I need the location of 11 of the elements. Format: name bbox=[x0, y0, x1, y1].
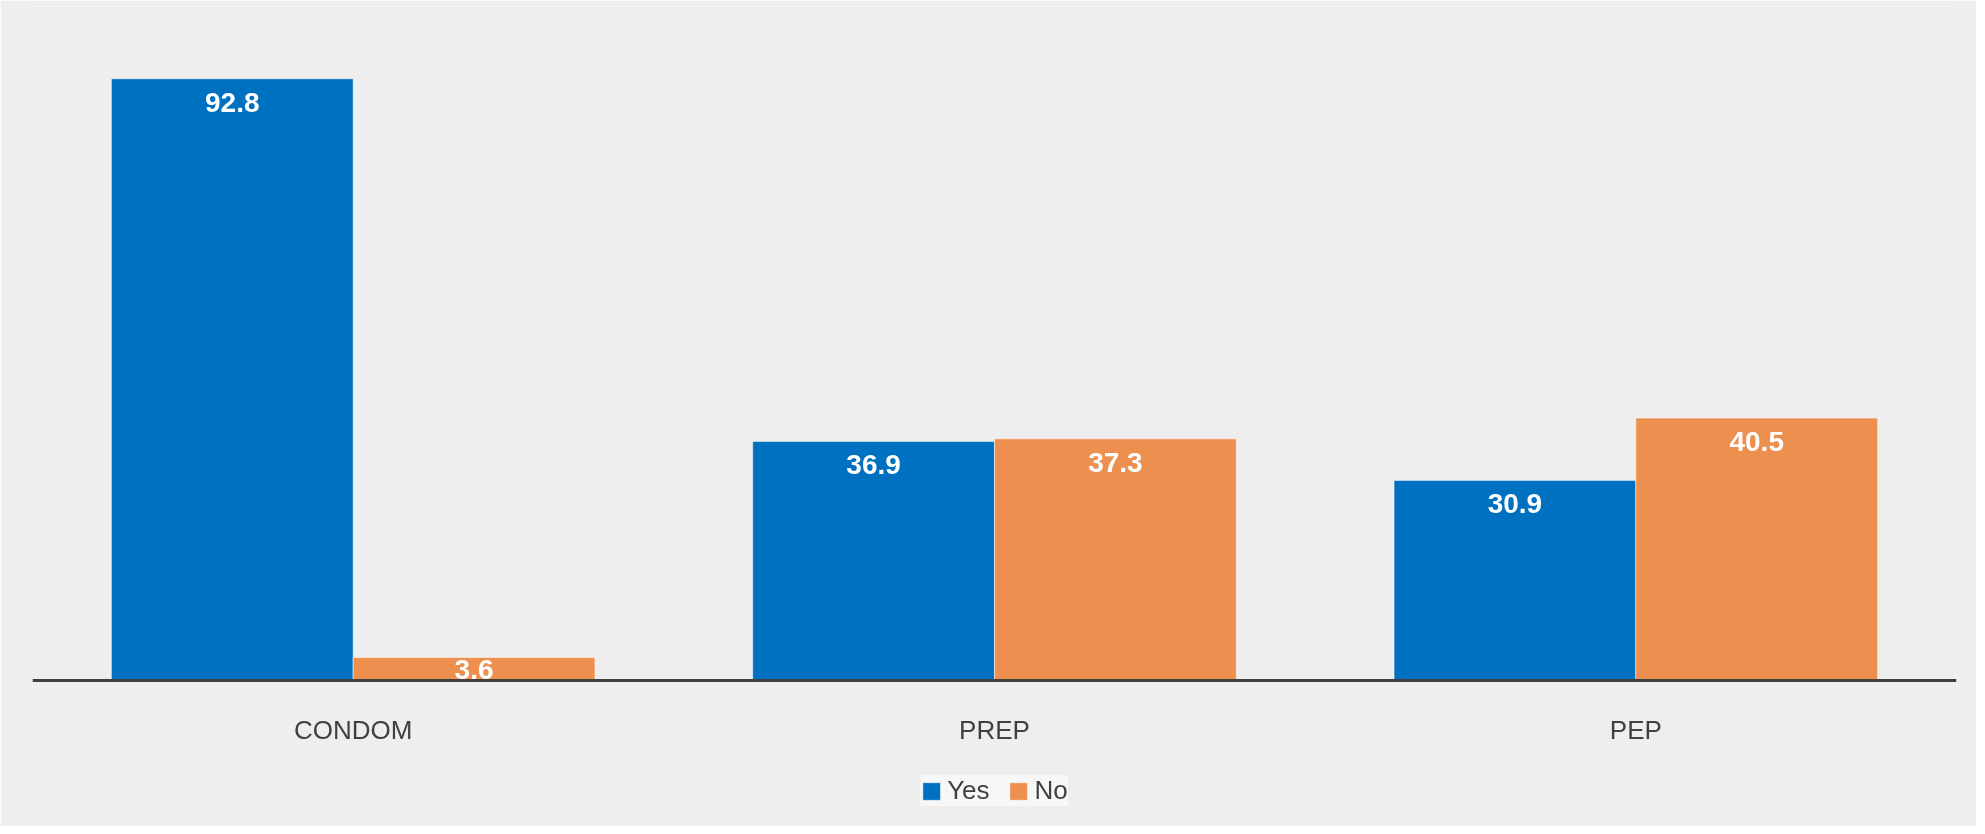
data-label: 36.9 bbox=[846, 449, 901, 481]
x-tick-label: PREP bbox=[959, 714, 1030, 745]
data-label: 40.5 bbox=[1729, 426, 1784, 458]
legend-label: No bbox=[1034, 775, 1068, 806]
x-tick-label: CONDOM bbox=[293, 714, 413, 745]
data-label: 30.9 bbox=[1487, 488, 1543, 520]
legend-label: Yes bbox=[947, 775, 990, 806]
data-label: 92.8 bbox=[205, 86, 260, 118]
x-tick-label: PEP bbox=[1609, 714, 1662, 745]
data-label: 3.6 bbox=[454, 653, 494, 685]
data-label: 37.3 bbox=[1088, 446, 1143, 478]
